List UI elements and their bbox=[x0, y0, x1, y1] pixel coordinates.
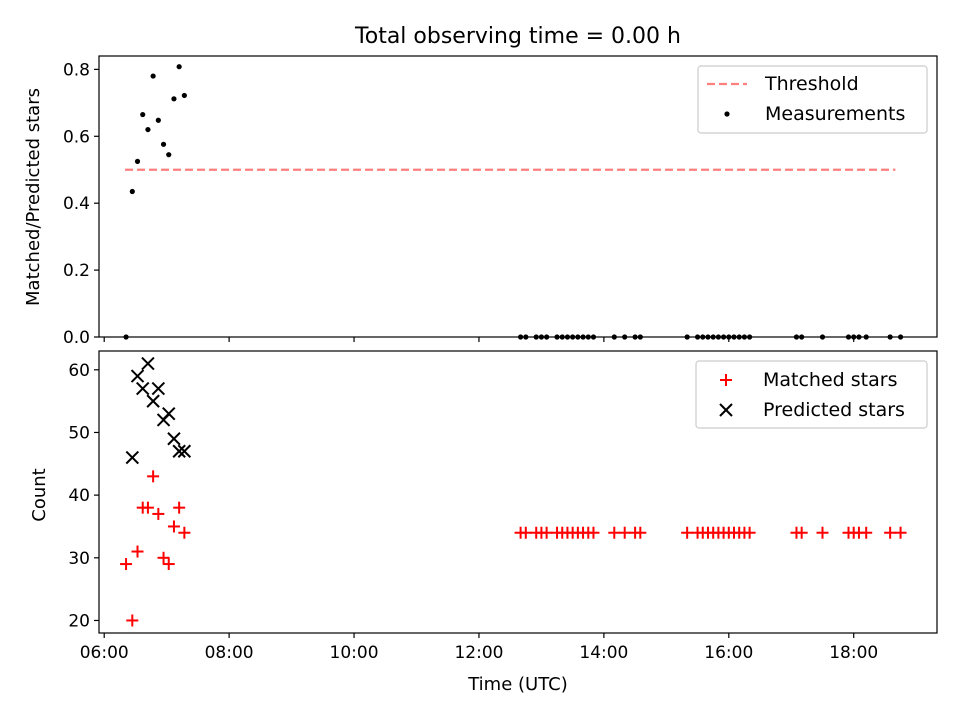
predicted-star-point-b bbox=[177, 444, 192, 458]
matched-star-point bbox=[126, 614, 139, 627]
top-legend-threshold-label: Threshold bbox=[764, 73, 859, 95]
measurement-point bbox=[166, 152, 172, 158]
measurement-point bbox=[140, 111, 146, 118]
bottom-legend-box bbox=[695, 360, 928, 429]
predicted-star-point bbox=[141, 356, 155, 371]
bottom-xtick-label: 14:00 bbox=[579, 643, 628, 663]
measurement-point bbox=[134, 158, 141, 164]
top-ytick-label: 0.8 bbox=[63, 60, 90, 80]
predicted-star-point-b bbox=[172, 444, 186, 458]
bottom-axes-frame bbox=[98, 350, 938, 634]
top-axes: 0.0 0.2 0.4 0.6 0.8 Threshold Measurements bbox=[63, 55, 938, 348]
bottom-ytick-label: 40 bbox=[68, 486, 90, 506]
matched-star-point bbox=[120, 558, 133, 571]
measurement-point bbox=[160, 141, 167, 147]
predicted-star-point-b bbox=[151, 381, 166, 396]
predicted-star-point-b bbox=[141, 356, 155, 371]
bottom-xtick-label: 12:00 bbox=[454, 643, 503, 663]
bottom-xtick-label: 10:00 bbox=[330, 643, 379, 663]
predicted-star-point bbox=[125, 450, 140, 465]
matched-star-point bbox=[681, 526, 694, 539]
matched-star-point bbox=[152, 507, 165, 520]
predicted-star-point-b bbox=[162, 406, 176, 421]
matched-star-point bbox=[157, 551, 170, 564]
matched-star-point bbox=[178, 526, 191, 539]
matched-star-point bbox=[743, 526, 756, 539]
matched-star-point bbox=[894, 526, 907, 539]
matched-star-point bbox=[162, 558, 175, 571]
measurement-point bbox=[176, 64, 182, 70]
predicted-star-point-b bbox=[146, 394, 160, 408]
top-legend-measurements-swatch bbox=[724, 111, 730, 117]
bottom-ytick-label: 50 bbox=[68, 423, 90, 443]
top-legend-measurements-label: Measurements bbox=[765, 103, 905, 125]
chart-title: Total observing time = 0.00 h bbox=[354, 24, 681, 49]
predicted-star-point bbox=[162, 406, 176, 421]
predicted-star-point-b bbox=[167, 432, 181, 446]
bottom-xtick-label: 16:00 bbox=[704, 643, 753, 663]
matched-star-point bbox=[634, 526, 647, 539]
matched-star-point bbox=[167, 520, 180, 533]
matched-star-point bbox=[860, 526, 873, 539]
matched-star-point bbox=[131, 545, 144, 558]
bottom-ytick-label: 60 bbox=[68, 361, 90, 381]
matched-star-point bbox=[147, 470, 160, 483]
matched-star-point bbox=[587, 526, 600, 539]
matched-star-point bbox=[618, 526, 631, 539]
bottom-xtick-label: 18:00 bbox=[829, 643, 878, 663]
bottom-xtick-label: 08:00 bbox=[205, 643, 254, 663]
predicted-star-point-b bbox=[125, 450, 140, 465]
bottom-legend-predicted-swatch bbox=[719, 403, 733, 417]
matched-star-point bbox=[884, 526, 897, 539]
bottom-ytick-label: 30 bbox=[68, 549, 90, 569]
matched-star-point bbox=[519, 526, 532, 539]
bottom-legend-matched-label: Matched stars bbox=[763, 369, 897, 391]
bottom-ylabel: Count bbox=[29, 468, 50, 521]
top-ytick-label: 0.2 bbox=[63, 261, 90, 281]
measurement-point bbox=[150, 73, 156, 79]
bottom-legend-matched-swatch bbox=[720, 374, 732, 386]
measurement-point bbox=[181, 92, 187, 99]
bottom-xtick-label: 06:00 bbox=[80, 643, 129, 663]
measurement-point bbox=[145, 126, 151, 133]
measurement-point bbox=[155, 117, 161, 123]
top-legend: Threshold Measurements bbox=[697, 65, 928, 134]
predicted-star-point bbox=[167, 432, 181, 446]
measurement-point bbox=[129, 188, 135, 195]
bottom-ytick-label: 20 bbox=[68, 611, 90, 631]
bottom-axes: 20 30 40 50 60 06:00 08:00 10:00 12:00 14:00 16:00… bbox=[68, 350, 938, 663]
predicted-star-point-b bbox=[136, 381, 150, 396]
top-ytick-label: 0.0 bbox=[63, 328, 90, 348]
matched-star-point bbox=[173, 501, 186, 514]
predicted-star-point bbox=[146, 394, 160, 408]
predicted-star-point bbox=[136, 381, 150, 396]
matched-star-point bbox=[141, 501, 154, 514]
measurement-point bbox=[171, 96, 177, 102]
bottom-xlabel: Time (UTC) bbox=[467, 674, 568, 695]
bottom-legend: Matched stars Predicted stars bbox=[695, 360, 928, 429]
top-legend-box bbox=[697, 65, 928, 134]
top-axes-frame bbox=[98, 55, 938, 338]
top-ytick-label: 0.6 bbox=[63, 127, 90, 147]
predicted-star-point bbox=[177, 444, 192, 458]
matched-star-point bbox=[540, 526, 553, 539]
top-ytick-label: 0.4 bbox=[63, 194, 90, 214]
matched-star-point bbox=[816, 526, 829, 539]
matched-star-point bbox=[608, 526, 621, 539]
bottom-legend-predicted-label: Predicted stars bbox=[763, 399, 905, 421]
bottom-legend-predicted-swatch-b bbox=[719, 403, 733, 417]
predicted-star-point bbox=[151, 381, 166, 396]
matched-star-point bbox=[795, 526, 808, 539]
predicted-star-point bbox=[130, 369, 145, 383]
top-ylabel: Matched/Predicted stars bbox=[23, 88, 44, 306]
predicted-star-point-b bbox=[130, 369, 145, 383]
predicted-star-point bbox=[172, 444, 186, 458]
